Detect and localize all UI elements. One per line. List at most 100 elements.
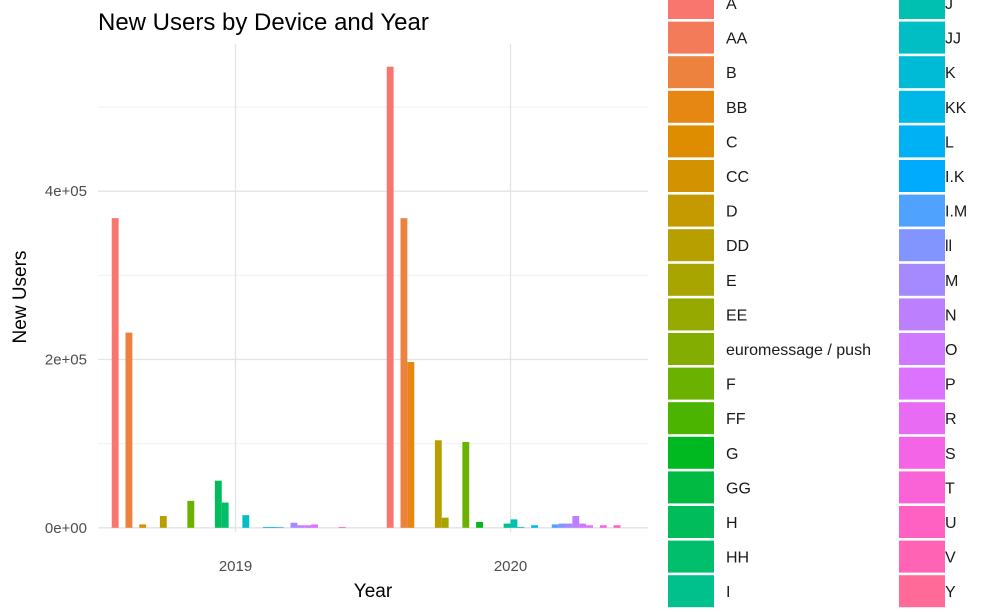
legend-key: [899, 298, 945, 331]
legend-key: [899, 263, 945, 296]
bar: [400, 218, 408, 528]
legend-label: P: [945, 377, 956, 394]
bar: [572, 516, 580, 528]
legend-key: [899, 367, 945, 400]
legend-label: I.K: [945, 169, 965, 186]
legend-key: [899, 506, 945, 538]
bar: [111, 218, 119, 528]
legend-key: [899, 229, 945, 262]
legend-key: [668, 298, 714, 331]
legend-label: CC: [726, 169, 749, 186]
bar: [311, 524, 318, 528]
bar: [269, 526, 277, 528]
legend-label: KK: [945, 100, 967, 117]
legend-key: [668, 367, 714, 400]
legend-key: [668, 0, 714, 19]
legend-key: [668, 90, 714, 123]
bar: [290, 522, 298, 528]
legend-label: H: [726, 515, 738, 532]
bar: [263, 526, 270, 528]
legend-key: [668, 160, 714, 192]
bar: [510, 519, 518, 528]
bar: [338, 526, 346, 528]
legend-label: I.M: [945, 204, 967, 221]
bar: [476, 521, 483, 528]
legend-key: [668, 471, 714, 504]
legend-label: ll: [945, 238, 952, 255]
y-tick-labels: 0e+00 2e+05 4e+05: [45, 183, 87, 537]
legend-key: [899, 0, 945, 19]
chart-title: New Users by Device and Year: [98, 9, 429, 36]
legend-label: S: [945, 446, 956, 463]
legend-label: AA: [726, 31, 748, 48]
bar: [187, 500, 195, 528]
legend-label: EE: [726, 307, 747, 324]
legend-label: HH: [726, 550, 749, 567]
legend-label: E: [726, 273, 737, 290]
bar: [565, 523, 573, 528]
legend-key: [668, 125, 714, 158]
legend-label: FF: [726, 411, 746, 428]
x-tick-label: 2020: [494, 558, 527, 575]
bar: [159, 516, 167, 528]
bar: [462, 441, 470, 528]
legend-label: O: [945, 342, 957, 359]
bar: [139, 524, 147, 528]
legend-key: [668, 21, 714, 54]
legend-label: DD: [726, 238, 749, 255]
legend-label: U: [945, 515, 957, 532]
bar: [558, 523, 566, 528]
bar: [599, 525, 607, 528]
legend-label: F: [726, 377, 736, 394]
bar: [276, 526, 284, 528]
legend-key: [668, 263, 714, 296]
bar: [304, 525, 312, 528]
bars: [111, 66, 621, 528]
bar: [441, 517, 449, 528]
legend-key: [899, 471, 945, 504]
major-gridlines: [98, 44, 648, 532]
minor-gridlines: [98, 106, 648, 445]
legend-key: [899, 160, 945, 192]
y-axis-title: New Users: [10, 251, 31, 344]
y-tick-label: 2e+05: [45, 352, 87, 369]
bar: [386, 66, 394, 528]
legend-label: B: [726, 65, 737, 82]
x-axis-title: Year: [354, 581, 393, 602]
legend-label: JJ: [945, 31, 961, 48]
bar: [586, 525, 593, 528]
legend-label: BB: [726, 100, 747, 117]
legend-label: I: [726, 584, 730, 601]
y-tick-label: 4e+05: [45, 183, 87, 200]
legend-label: V: [945, 550, 956, 567]
legend-key: [668, 575, 714, 608]
bar: [297, 525, 305, 528]
bar: [125, 332, 133, 528]
legend-label: C: [726, 134, 738, 151]
legend-label: A: [726, 0, 737, 13]
bar: [551, 524, 559, 528]
legend-key: [668, 333, 714, 365]
legend-key: [668, 56, 714, 89]
legend-label: Y: [945, 584, 956, 601]
bar: [517, 526, 525, 528]
legend-label: L: [945, 134, 954, 151]
bar: [531, 525, 538, 528]
legend-key: [899, 125, 945, 158]
bar: [613, 525, 621, 528]
legend-key: [899, 402, 945, 435]
legend-label: K: [945, 65, 956, 82]
bar: [407, 362, 415, 528]
legend-label: N: [945, 307, 957, 324]
legend-key: [668, 540, 714, 573]
legend-label: T: [945, 480, 955, 497]
legend-key: [899, 56, 945, 89]
legend-key: [668, 436, 714, 469]
legend-key: [668, 229, 714, 262]
legend-label: GG: [726, 480, 751, 497]
x-tick-label: 2019: [219, 558, 252, 575]
legend-key: [899, 575, 945, 608]
legend-label: J: [945, 0, 953, 13]
legend-key: [899, 436, 945, 469]
